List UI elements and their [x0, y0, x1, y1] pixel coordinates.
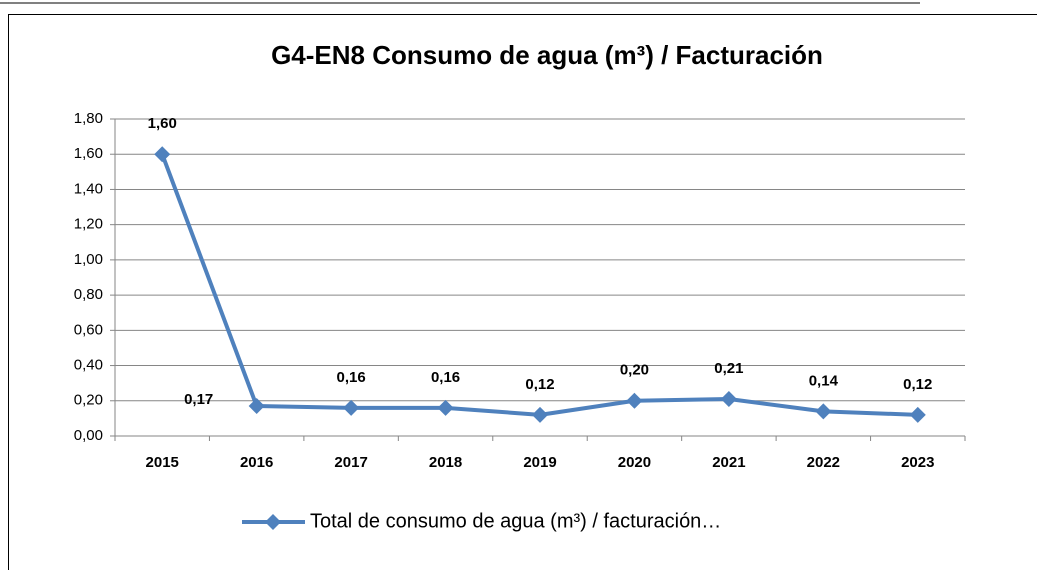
- marker: [909, 406, 926, 423]
- y-tick-label: 1,00: [74, 251, 103, 268]
- marker: [815, 403, 832, 420]
- legend-label: Total de consumo de agua (m³) / facturac…: [310, 510, 721, 532]
- x-tick-label: 2016: [240, 454, 273, 471]
- y-tick-label: 1,40: [74, 180, 103, 197]
- y-tick-label: 0,40: [74, 357, 103, 374]
- data-label: 0,12: [525, 376, 554, 393]
- x-tick-label: 2017: [334, 454, 367, 471]
- data-label: 0,12: [903, 376, 932, 393]
- chart-title: G4-EN8 Consumo de agua (m³) / Facturació…: [271, 40, 823, 70]
- y-tick-label: 1,60: [74, 145, 103, 162]
- data-label: 0,16: [431, 369, 460, 386]
- x-tick-label: 2019: [523, 454, 556, 471]
- data-label: 0,16: [337, 369, 366, 386]
- x-tick-label: 2015: [146, 454, 179, 471]
- x-tick-label: 2023: [901, 454, 934, 471]
- marker: [248, 398, 265, 415]
- marker: [720, 391, 737, 408]
- y-tick-label: 1,20: [74, 216, 103, 233]
- data-label: 0,21: [714, 360, 743, 377]
- data-label: 1,60: [148, 115, 177, 132]
- x-tick-label: 2021: [712, 454, 745, 471]
- y-tick-label: 0,20: [74, 392, 103, 409]
- marker: [626, 392, 643, 409]
- marker: [343, 399, 360, 416]
- marker: [154, 146, 171, 163]
- chart-border: [8, 14, 1037, 570]
- x-tick-label: 2020: [618, 454, 651, 471]
- y-tick-label: 0,60: [74, 321, 103, 338]
- y-tick-label: 0,00: [74, 427, 103, 444]
- data-label: 0,14: [809, 372, 839, 389]
- y-tick-label: 1,80: [74, 110, 103, 127]
- x-tick-label: 2018: [429, 454, 462, 471]
- data-label: 0,17: [184, 391, 213, 408]
- marker: [437, 399, 454, 416]
- marker: [532, 406, 548, 423]
- y-tick-label: 0,80: [74, 286, 103, 303]
- x-tick-label: 2022: [807, 454, 840, 471]
- legend-marker: [265, 514, 281, 530]
- data-label: 0,20: [620, 362, 649, 379]
